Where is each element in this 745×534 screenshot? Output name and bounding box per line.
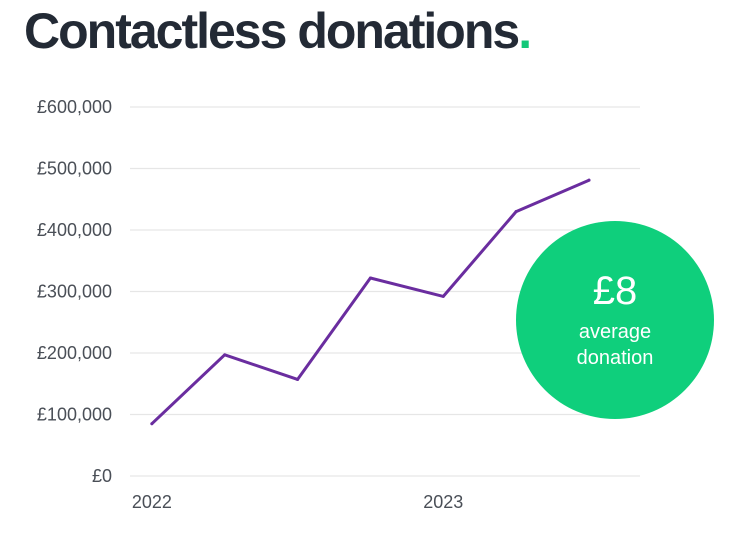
y-axis-ticks: £0 £100,000 £200,000 £300,000 £400,000 £500,0…	[37, 97, 112, 486]
data-point	[441, 294, 445, 298]
data-point	[223, 353, 227, 357]
data-point	[296, 377, 300, 381]
y-tick-label: £100,000	[37, 405, 112, 425]
data-point	[587, 178, 591, 182]
x-tick-label: 2023	[423, 492, 463, 512]
y-tick-label: £500,000	[37, 159, 112, 179]
y-tick-label: £200,000	[37, 343, 112, 363]
data-point	[368, 276, 372, 280]
data-point	[514, 210, 518, 214]
data-point	[150, 422, 154, 426]
series-layer	[150, 178, 591, 426]
average-donation-label: average donation	[576, 321, 654, 369]
average-donation-badge: £8 average donation	[516, 221, 714, 419]
page-title: Contactless donations.	[24, 2, 532, 60]
y-tick-label: £600,000	[37, 97, 112, 117]
y-tick-label: £0	[92, 466, 112, 486]
title-dot: .	[518, 3, 532, 59]
x-axis-ticks: 2022 2023	[132, 492, 463, 512]
title-text: Contactless donations	[24, 3, 520, 59]
average-donation-value: £8	[592, 269, 638, 313]
x-tick-label: 2022	[132, 492, 172, 512]
y-tick-label: £300,000	[37, 282, 112, 302]
y-tick-label: £400,000	[37, 220, 112, 240]
